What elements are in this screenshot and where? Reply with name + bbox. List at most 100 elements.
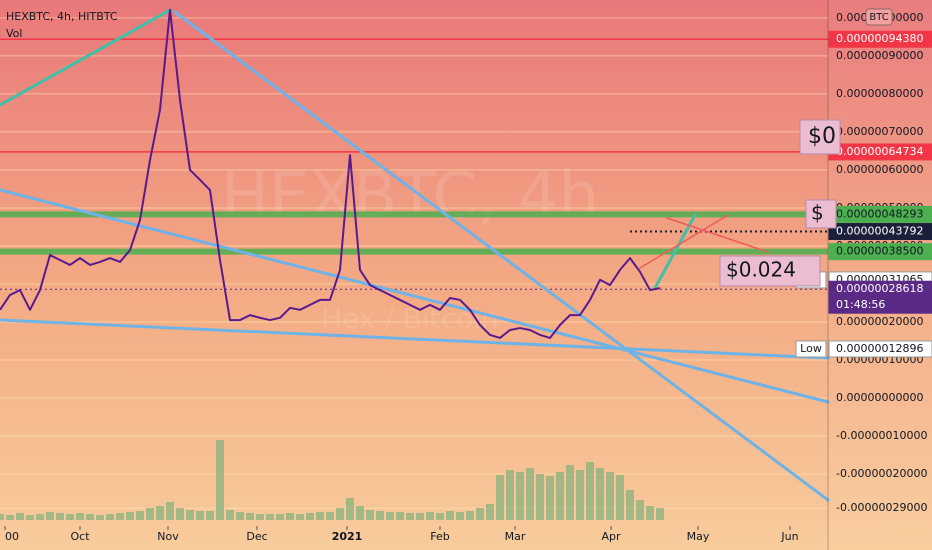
projection [653,213,697,290]
volume-bar [246,513,254,520]
volume-bar [356,506,364,520]
price-tag [828,340,932,358]
y-tick-label: 0.00000070000 [836,125,923,138]
annotation: $ [811,201,824,225]
volume-bar [386,512,394,520]
volume-bar [616,475,624,520]
volume-bar [496,475,504,520]
currency-badge [865,8,893,26]
volume-bar [636,500,644,520]
volume-bar [316,512,324,520]
volume-bar [326,512,334,520]
annotation-box [799,119,841,155]
volume-bar [436,513,444,520]
volume-bar [446,511,454,520]
x-axis: 00 Oct Nov Dec 2021 Feb Mar Apr May Jun [4,526,799,543]
volume-bar [486,504,494,520]
volume-bar [226,510,234,520]
annotation-box [805,199,837,229]
volume-bar [106,514,114,520]
chart-title: HEXBTC, 4h, HITBTC [6,10,118,23]
price-tag-label: 0.00000064734 [836,145,923,158]
tag-box [795,340,827,358]
watermark-sub: Hex / Bitcoin [321,302,499,335]
volume-bar [6,515,14,520]
volume-label: Vol [6,27,22,40]
volume-bar [456,512,464,520]
volume-bar [16,513,24,520]
volume [0,440,664,520]
volume-bar [76,513,84,520]
currency-text: BTC [869,12,888,23]
volume-bar [566,465,574,520]
volume-bar [206,511,214,520]
volume-bar [216,440,224,520]
trend-line [0,8,172,107]
annotation-box [719,255,821,287]
volume-bar [176,508,184,520]
volume-bar [376,511,384,520]
volume-bar [526,468,534,520]
price-tags: 0.00000094380 0.00000064734 0.00000048293 0… [795,30,932,358]
volume-bar [606,472,614,520]
volume-bar [396,512,404,520]
price-tag-label: 0.00000043792 [836,225,923,238]
trend-line [0,318,830,360]
price-tag [828,243,932,261]
volume-bar [186,510,194,520]
x-tick-label: Feb [430,530,449,543]
volume-bar [296,514,304,520]
volume-bar [96,515,104,520]
price-tag [828,223,932,241]
volume-bar [286,513,294,520]
x-tick-label: 00 [5,530,19,543]
x-tick-label: Oct [70,530,90,543]
volume-bar [426,512,434,520]
volume-bar [476,508,484,520]
price-tag-label: 0.00000038500 [836,245,923,258]
x-tick-label: Dec [246,530,267,543]
x-tick-label: Apr [601,530,621,543]
y-tick-label: 0.00000020000 [836,315,923,328]
annotation: $0 [808,124,836,149]
volume-bar [366,510,374,520]
y-tick-label: -0.00000020000 [836,467,927,480]
y-tick-label: -0.00000010000 [836,429,927,442]
volume-bar [126,512,134,520]
price-tag [828,280,932,314]
volume-bar [156,506,164,520]
projection [639,214,729,269]
volume-bar [516,472,524,520]
x-tick-label: Mar [505,530,526,543]
price-tag-label: 0.00000094380 [836,32,923,45]
volume-bar [136,511,144,520]
price-tag-label: 0.00000012896 [836,342,923,355]
volume-bar [586,462,594,520]
volume-bar [336,508,344,520]
volume-bar [416,513,424,520]
x-tick-label: Nov [157,530,179,543]
countdown: 01:48:56 [836,298,885,311]
x-tick-label: May [687,530,710,543]
drawings [0,8,830,502]
volume-bar [466,511,474,520]
watermark: HEXBTC, 4h [221,160,599,234]
price-tag-label: 0.00000048293 [836,207,923,220]
y-tick-label: 0.00000080000 [836,87,923,100]
volume-bar [576,470,584,520]
volume-bar [26,515,34,520]
volume-bar [546,476,554,520]
volume-bar [236,512,244,520]
volume-bar [656,508,664,520]
volume-bar [266,514,274,520]
volume-bar [276,514,284,520]
volume-bar [56,513,64,520]
volume-bar [36,514,44,520]
volume-bar [596,468,604,520]
trend-line [173,10,830,502]
volume-bar [0,514,4,520]
annotation: $0.024 [726,258,796,282]
y-tick-label: 0.00000060000 [836,163,923,176]
y-tick-label: 0.00000090000 [836,49,923,62]
